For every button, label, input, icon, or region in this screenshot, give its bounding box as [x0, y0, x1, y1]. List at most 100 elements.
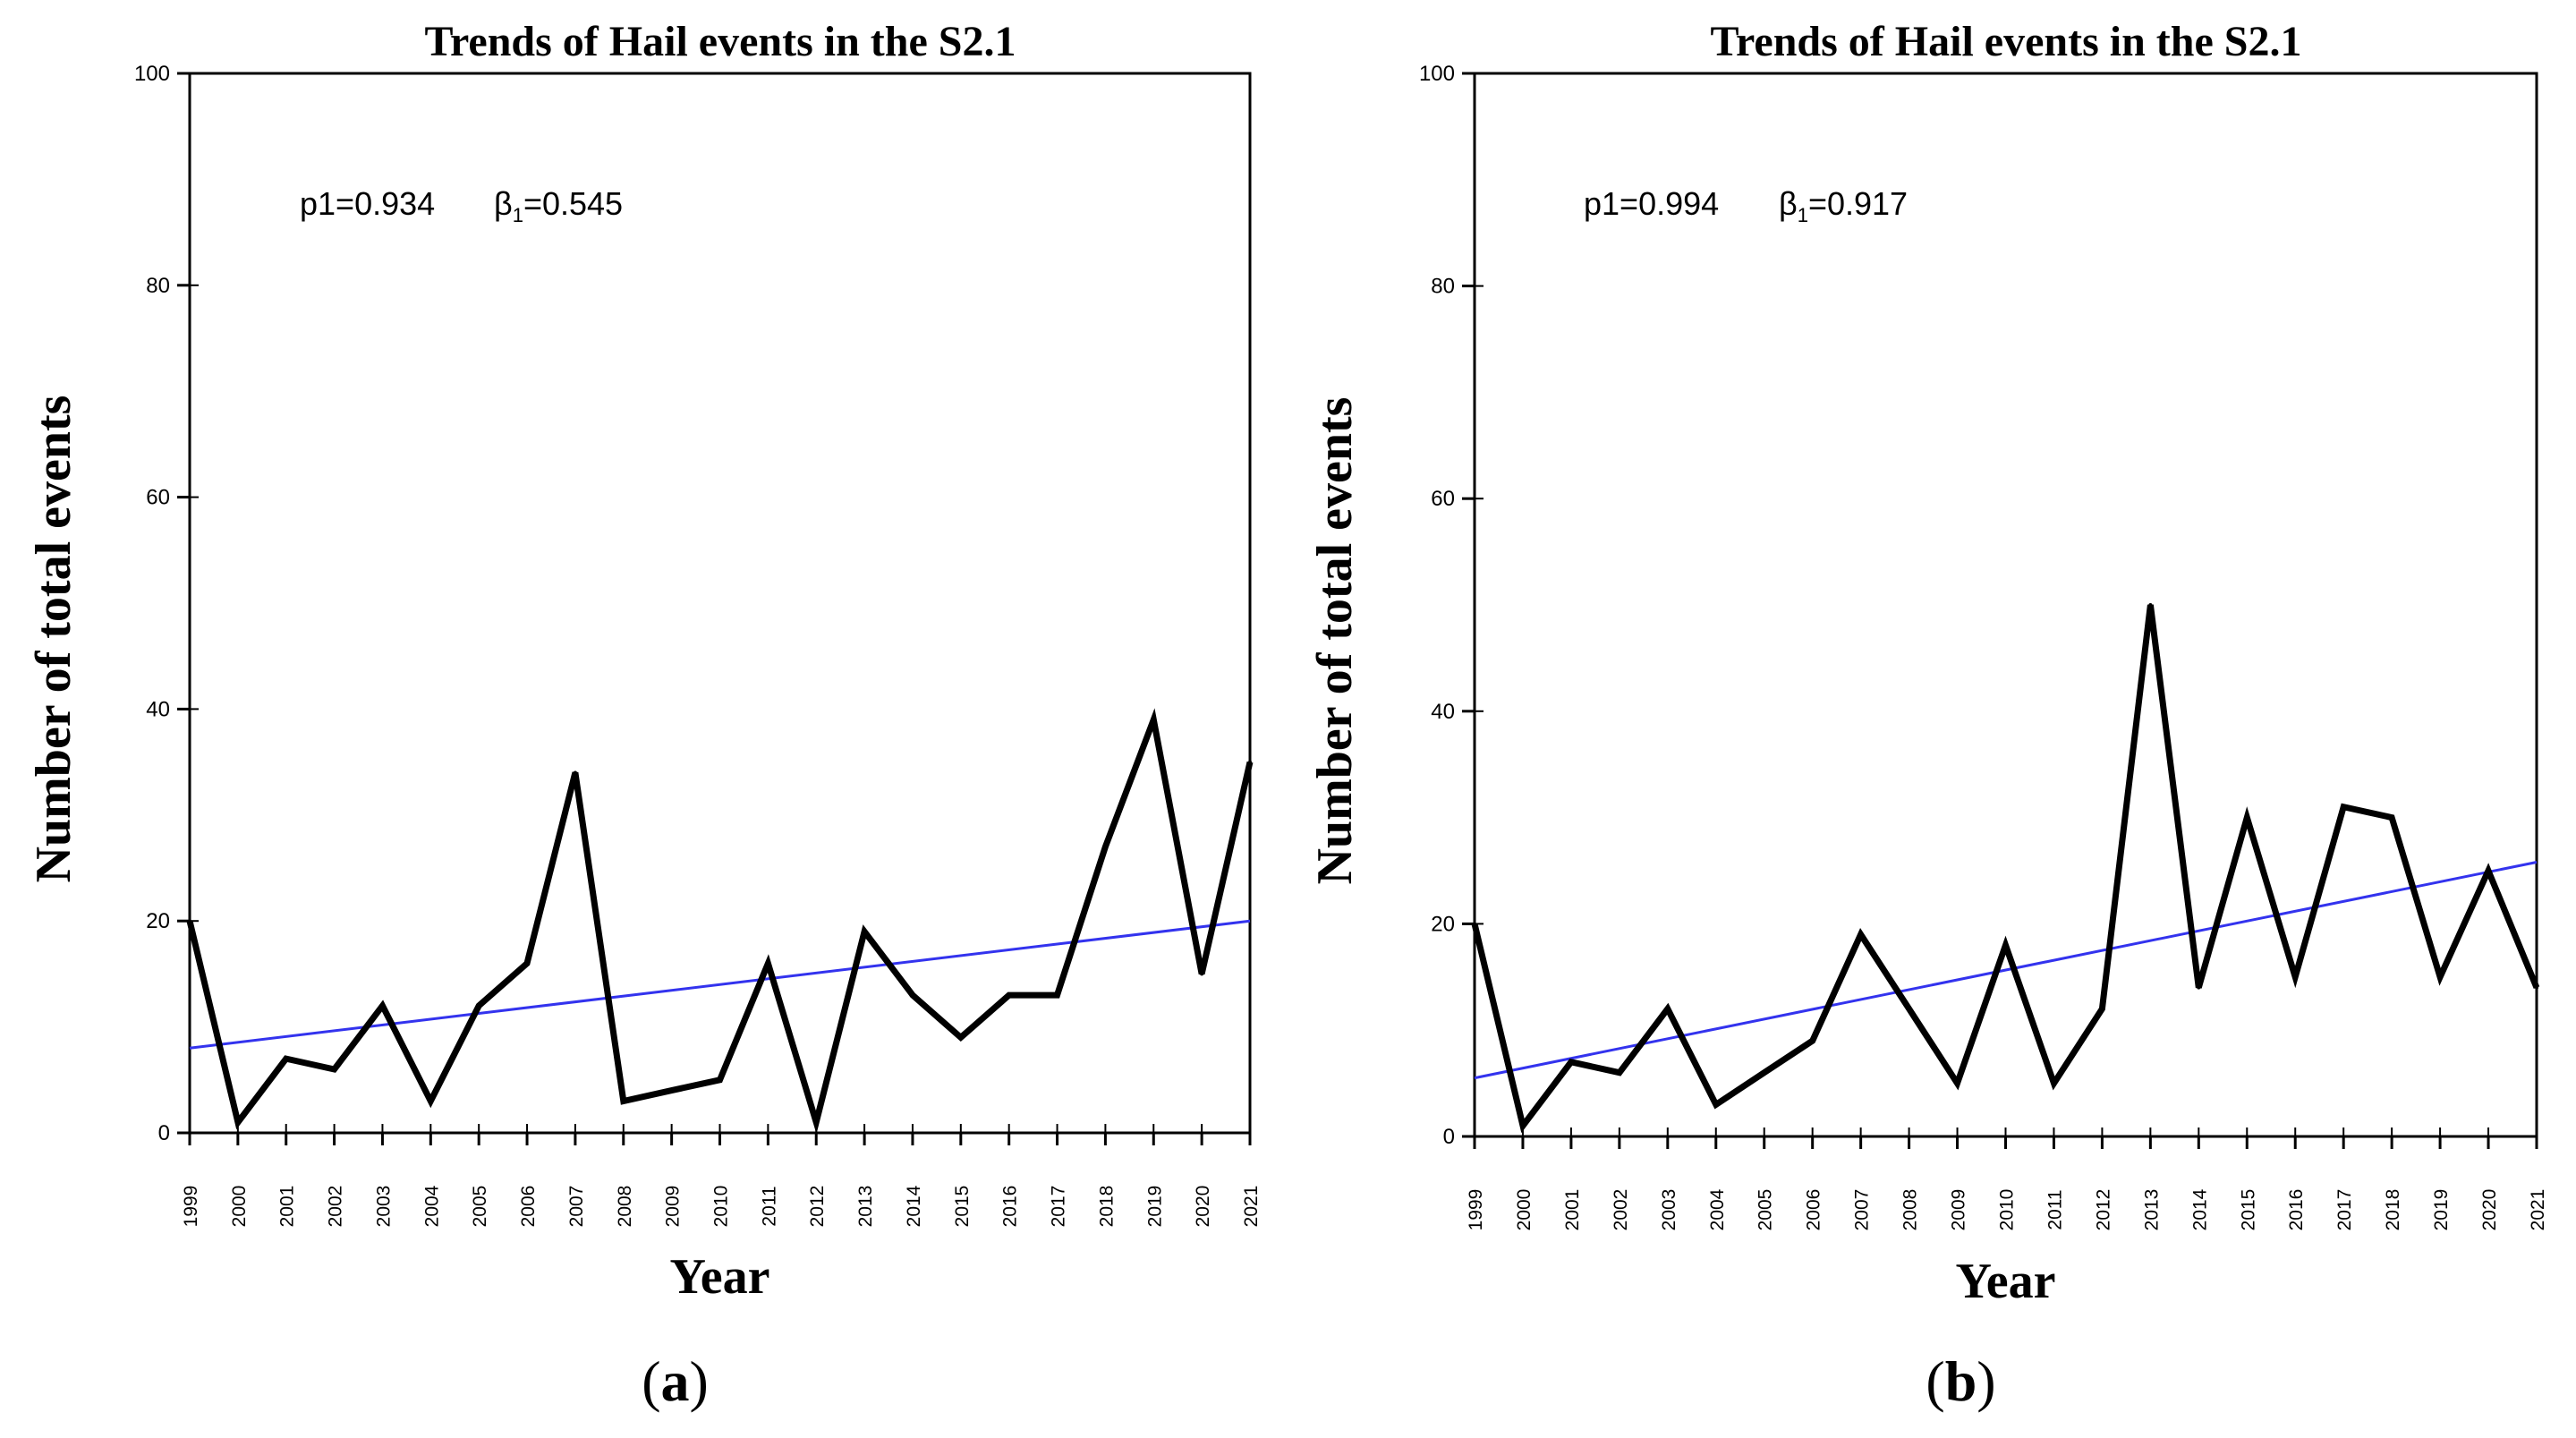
x-tick-label: 2012: [807, 1186, 828, 1228]
y-tick-label: 80: [1431, 275, 1455, 299]
series-line-hail-events: [1471, 604, 2540, 1134]
data-point: [814, 1120, 819, 1125]
beta-subscript: 1: [1798, 204, 1808, 226]
data-point: [235, 1120, 240, 1125]
data-point: [1248, 760, 1252, 764]
data-point: [1665, 1007, 1670, 1011]
data-point: [1520, 1124, 1525, 1128]
data-point: [1762, 1070, 1766, 1075]
data-point: [332, 1067, 336, 1071]
data-point: [380, 1003, 385, 1008]
data-point: [766, 961, 770, 966]
x-tick-label: 2020: [2479, 1189, 2500, 1231]
y-tick-label: 100: [134, 62, 170, 86]
data-point: [621, 1099, 625, 1103]
data-point: [863, 930, 867, 934]
x-tick-label: 2015: [2238, 1189, 2258, 1231]
x-tick-label: 2020: [1193, 1186, 1213, 1228]
y-tick-label: 0: [158, 1121, 170, 1145]
panel-label-letter: a: [661, 1349, 690, 1413]
x-tick-label: 2007: [1852, 1189, 1873, 1231]
x-tick-label: 2003: [1659, 1189, 1679, 1231]
x-tick-label: 2012: [2093, 1189, 2113, 1231]
panel-label-open: (: [642, 1349, 660, 1413]
x-tick-label: 2021: [1241, 1186, 1262, 1228]
x-tick-label: 2014: [2189, 1188, 2210, 1230]
x-tick-label: 2011: [759, 1186, 779, 1226]
data-point: [1569, 1059, 1573, 1064]
y-tick-label: 60: [146, 486, 170, 510]
data-point: [2438, 974, 2443, 979]
x-tick-label: 2009: [663, 1186, 684, 1228]
x-tick-label: 2013: [2141, 1189, 2162, 1231]
x-tick-label: 2002: [326, 1186, 346, 1228]
x-tick-label: 2010: [711, 1186, 732, 1228]
trend-line: [189, 919, 1251, 1050]
x-tick-label: 2000: [1514, 1189, 1535, 1231]
data-point: [2487, 869, 2491, 872]
y-tick-label: 40: [146, 697, 170, 721]
x-tick-label: 2004: [421, 1185, 442, 1227]
chart-title: Trends of Hail events in the S2.1: [425, 18, 1016, 65]
data-point: [1907, 1007, 1911, 1011]
data-point: [958, 1035, 963, 1040]
data-point: [1473, 922, 1476, 926]
data-point: [2148, 603, 2153, 607]
x-tick-label: 1999: [181, 1186, 201, 1228]
data-point: [2342, 804, 2346, 809]
x-axis-label: Year: [670, 1249, 770, 1305]
x-tick-label: 2006: [518, 1186, 539, 1228]
data-point: [1713, 1102, 1718, 1107]
x-tick-label: 2005: [470, 1186, 490, 1228]
data-point: [477, 1003, 481, 1008]
x-tick-label: 2019: [2431, 1189, 2452, 1231]
data-point: [2293, 974, 2298, 979]
x-tick-label: 2002: [1611, 1189, 1631, 1231]
panel-label-close: ): [1977, 1349, 1995, 1413]
y-axis-label: Number of total events: [1307, 397, 1363, 885]
data-point: [2245, 815, 2249, 820]
data-point: [1200, 972, 1204, 976]
data-point: [1810, 1039, 1815, 1043]
plot-frame: [1473, 72, 2538, 1138]
x-tick-label: 2014: [904, 1185, 924, 1227]
panel-label: (a): [642, 1349, 709, 1413]
plot-frame: [188, 72, 1252, 1135]
data-point: [669, 1088, 674, 1093]
x-tick-label: 2018: [2383, 1189, 2403, 1231]
x-tick-label: 2016: [1000, 1186, 1021, 1228]
x-tick-label: 2003: [373, 1186, 394, 1228]
x-tick-label: 2008: [615, 1186, 635, 1228]
data-point: [1103, 845, 1108, 849]
beta-value: =0.545: [523, 185, 623, 222]
y-axis-label: Number of total events: [26, 396, 81, 883]
beta-annotation: β1=0.917: [1779, 185, 1908, 226]
y-tick-label: 20: [146, 909, 170, 933]
beta-symbol: β: [494, 185, 513, 222]
x-tick-label: 2021: [2528, 1189, 2548, 1231]
data-point: [2003, 943, 2008, 948]
p-value-annotation: p1=0.994: [1584, 185, 1719, 222]
data-point: [2197, 985, 2201, 990]
x-tick-label: 2016: [2286, 1189, 2307, 1231]
beta-annotation: β1=0.545: [494, 185, 623, 226]
x-tick-label: 2013: [855, 1186, 876, 1228]
p-value-annotation: p1=0.934: [300, 185, 435, 222]
panel-label: (b): [1926, 1349, 1995, 1413]
x-axis-label: Year: [1956, 1254, 2056, 1309]
data-point: [2052, 1081, 2056, 1085]
data-point: [1617, 1070, 1621, 1075]
y-tick-label: 80: [146, 274, 170, 298]
data-point: [1007, 993, 1011, 998]
data-point: [1055, 993, 1059, 998]
data-point: [2100, 1007, 2104, 1011]
trend-line: [1474, 861, 2538, 1080]
x-tick-label: 2019: [1144, 1186, 1165, 1228]
data-point: [284, 1057, 288, 1061]
chart-panel-a: Trends of Hail events in the S2.1 0 20 40 60…: [26, 18, 1262, 1413]
y-tick-label: 100: [1419, 62, 1455, 86]
chart-title: Trends of Hail events in the S2.1: [1711, 18, 2302, 65]
x-tick-label: 2006: [1804, 1189, 1824, 1231]
x-tick-label: 2007: [566, 1186, 587, 1228]
data-point: [573, 770, 577, 775]
